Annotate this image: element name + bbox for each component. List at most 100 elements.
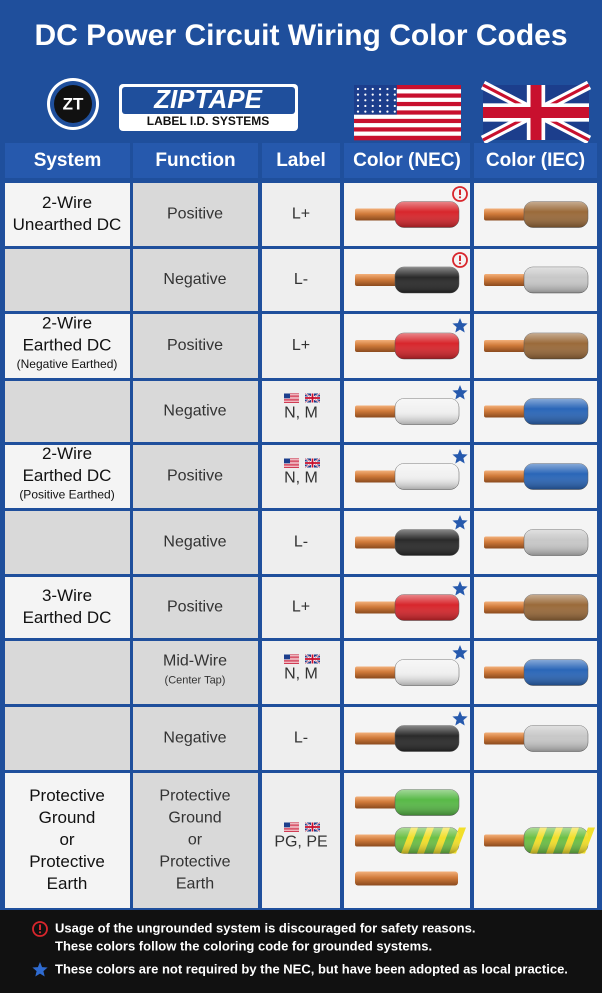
flag-stripe	[284, 399, 299, 401]
table-cell	[133, 314, 258, 378]
small-uk-flag	[304, 457, 321, 469]
column-header: Color (NEC)	[353, 150, 461, 171]
wire-shade	[395, 267, 459, 293]
wire-shade	[524, 398, 588, 425]
flag-stripe	[284, 464, 299, 466]
label-text: L+	[292, 599, 310, 616]
table-cell	[262, 577, 340, 638]
wire	[484, 266, 589, 294]
function-text: Protective	[159, 788, 230, 805]
wire-conductor	[355, 340, 400, 352]
flag-stripe	[284, 401, 299, 403]
wire-conductor	[355, 796, 400, 809]
flag-star	[371, 110, 374, 113]
flag-stripe	[354, 135, 461, 141]
warning-bar	[459, 189, 461, 195]
star-icon	[452, 645, 468, 660]
function-text: Protective	[159, 854, 230, 871]
wire-conductor	[484, 340, 529, 352]
wire-conductor	[484, 601, 529, 614]
system-note: (Negative Earthed)	[17, 357, 118, 371]
flag-star	[393, 87, 396, 91]
label-text: N, M	[284, 470, 318, 487]
flag-stripe	[284, 829, 299, 831]
wire	[355, 201, 460, 228]
small-us-flag	[284, 654, 299, 664]
table-cell	[133, 773, 258, 908]
footer	[0, 910, 602, 993]
small-us-flag	[284, 822, 299, 832]
small-uk-flag	[304, 821, 321, 833]
wire	[355, 789, 460, 816]
flag-stripe	[284, 466, 299, 468]
flag-stripe	[284, 662, 299, 664]
flag-stripe	[284, 657, 299, 659]
small-uk-flag	[304, 392, 321, 404]
flag-stripe	[354, 93, 461, 98]
flag-stripe	[284, 655, 299, 657]
small-us-flag	[284, 458, 299, 468]
flag-stripe	[284, 395, 299, 397]
flag-canton	[284, 458, 290, 464]
table-cell	[262, 183, 340, 246]
flag-stripe	[284, 466, 299, 468]
flag-stripe	[284, 396, 299, 398]
flag-stripe	[284, 654, 299, 656]
flag-stripe	[284, 401, 299, 403]
flag-star	[371, 104, 374, 108]
wire	[484, 594, 589, 621]
flag-stripe	[354, 118, 461, 124]
flag-cross-red	[311, 458, 314, 468]
system-text: Ground	[39, 808, 96, 827]
table-cell	[133, 707, 258, 770]
wire	[355, 725, 460, 752]
wire	[484, 332, 589, 360]
wire-conductor	[484, 405, 529, 418]
flag-star	[356, 110, 360, 113]
small-uk-flag	[304, 653, 321, 665]
flag-stripe	[284, 825, 299, 827]
system-text: Earthed DC	[23, 608, 112, 627]
flag-stripe	[284, 657, 299, 659]
warning-dot	[458, 196, 462, 199]
table-cell	[5, 641, 130, 704]
function-text: Earth	[176, 876, 214, 893]
flag-star	[393, 99, 396, 102]
label-text: PG, PE	[274, 834, 327, 851]
flag-stripe	[354, 114, 461, 120]
flag-stripe	[354, 101, 461, 107]
flag-stripe	[284, 394, 299, 396]
table-cell	[5, 314, 130, 378]
function-text: Positive	[167, 206, 223, 223]
system-text: Protective	[29, 852, 105, 871]
wire-shade	[395, 789, 459, 816]
flag-stripe	[284, 399, 299, 401]
flag-stripe	[284, 464, 299, 466]
system-text: Earth	[47, 874, 88, 893]
flag-stripe	[284, 655, 299, 657]
wire-conductor	[355, 536, 400, 549]
wire-conductor	[355, 871, 458, 886]
flag-star	[356, 99, 360, 102]
system-text: 3-Wire	[42, 586, 92, 605]
uk-flag	[480, 80, 592, 145]
flag-stripe	[284, 394, 299, 396]
wire	[355, 871, 458, 886]
flag-star	[378, 110, 382, 113]
flag-star	[371, 93, 374, 96]
flag-stripe	[284, 398, 299, 400]
system-text: or	[59, 830, 74, 849]
flag-stripe	[284, 825, 299, 827]
flag-stripe	[284, 662, 299, 664]
flag-stripe	[284, 830, 299, 832]
label-text: N, M	[284, 666, 318, 683]
column-header: Function	[155, 150, 235, 171]
wire-conductor	[355, 601, 400, 614]
system-text: 2-Wire	[42, 313, 92, 332]
flag-stripe	[284, 459, 299, 461]
star-icon	[452, 318, 468, 333]
table-cell	[262, 249, 340, 311]
label-text: L+	[292, 337, 310, 354]
flag-stripe	[284, 660, 299, 662]
flag-canton	[284, 822, 290, 828]
